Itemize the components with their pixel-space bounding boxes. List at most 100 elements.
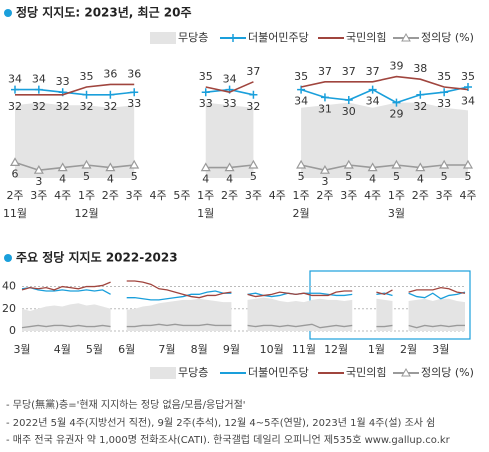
data-label: 34 xyxy=(32,73,46,86)
data-label: 36 xyxy=(103,67,117,80)
x-tick-label: 2주 xyxy=(412,189,429,202)
marker xyxy=(415,162,426,172)
data-label: 32 xyxy=(8,100,22,113)
data-label: 5 xyxy=(250,170,257,183)
data-label: 32 xyxy=(56,100,70,113)
note: - 무당(無黨)층='현재 지지하는 정당 없음/모름/응답거절' xyxy=(6,398,246,411)
month-label: 2월 xyxy=(293,207,310,220)
data-label: 35 xyxy=(437,70,451,83)
legend-label: 정의당 (%) xyxy=(421,31,474,44)
line xyxy=(21,280,466,299)
data-label: 37 xyxy=(366,65,380,78)
legend-label: 국민의힘 xyxy=(346,31,386,44)
month-label: 3월 xyxy=(388,207,405,220)
data-label: 39 xyxy=(389,60,403,73)
x-tick-label: 7월 xyxy=(158,343,175,356)
x-tick-label: 2월 xyxy=(400,343,417,356)
marker xyxy=(200,162,211,172)
marker xyxy=(129,159,140,169)
data-label: 32 xyxy=(246,100,260,113)
y-tick-label: 40 xyxy=(2,280,16,293)
data-label: 32 xyxy=(32,100,46,113)
legend-label: 국민의힘 xyxy=(346,366,386,379)
data-label: 37 xyxy=(246,65,260,78)
month-label: 11월 xyxy=(3,207,27,220)
note: - 매주 전국 유권자 약 1,000명 전화조사(CATI). 한국갤럽 데일… xyxy=(6,434,451,446)
legend-label: 정의당 (%) xyxy=(421,366,474,379)
x-tick-label: 1주 xyxy=(197,189,214,202)
data-label: 4 xyxy=(226,173,233,186)
marker xyxy=(11,85,19,94)
x-tick-label: 5월 xyxy=(86,343,103,356)
y-tick-label: 20 xyxy=(2,302,16,315)
x-tick-label: 3주 xyxy=(30,189,47,202)
legend-label: 더불어민주당 xyxy=(248,366,309,379)
data-label: 34 xyxy=(223,73,237,86)
marker xyxy=(319,164,330,174)
x-tick-label: 4월 xyxy=(54,343,71,356)
marker xyxy=(296,159,307,169)
legend-swatch xyxy=(150,367,176,379)
x-tick-label: 3주 xyxy=(126,189,143,202)
x-tick-label: 5주 xyxy=(173,189,190,202)
marker xyxy=(57,162,68,172)
marker xyxy=(440,88,449,97)
x-tick-label: 4주 xyxy=(149,189,166,202)
x-tick-label: 2주 xyxy=(6,189,23,202)
data-label: 35 xyxy=(199,70,213,83)
marker xyxy=(105,162,116,172)
legend-marker xyxy=(401,32,411,42)
legend-label: 더불어민주당 xyxy=(248,31,309,44)
marker xyxy=(34,85,43,94)
data-label: 33 xyxy=(56,75,70,88)
x-tick-label: 1월 xyxy=(368,343,385,356)
area xyxy=(15,102,468,178)
month-label: 1월 xyxy=(197,207,214,220)
data-label: 38 xyxy=(413,62,427,75)
data-label: 33 xyxy=(223,97,237,110)
marker xyxy=(391,159,402,169)
data-label: 3 xyxy=(35,175,42,188)
data-label: 5 xyxy=(298,170,305,183)
y-tick-label: 0 xyxy=(9,324,16,337)
x-tick-label: 4주 xyxy=(459,189,476,202)
data-label: 30 xyxy=(342,105,356,118)
area xyxy=(22,297,465,331)
x-tick-label: 6월 xyxy=(118,343,135,356)
marker xyxy=(464,83,472,91)
x-tick-label: 1주 xyxy=(388,189,405,202)
x-tick-label: 2주 xyxy=(316,189,333,202)
data-label: 4 xyxy=(202,173,209,186)
note: - 2022년 5월 4주(지방선거 직전), 9월 2주(추석), 12월 4… xyxy=(6,417,435,429)
x-tick-label: 10월 xyxy=(260,343,284,356)
x-tick-label: 2주 xyxy=(221,189,238,202)
data-label: 31 xyxy=(318,102,332,115)
legend-label: 무당층 xyxy=(178,366,208,379)
data-label: 35 xyxy=(461,70,475,83)
marker xyxy=(106,90,115,99)
data-label: 4 xyxy=(369,173,376,186)
marker xyxy=(343,159,354,169)
marker xyxy=(392,98,401,107)
data-label: 5 xyxy=(131,170,138,183)
chart-title: 주요 정당 지지도 2022-2023 xyxy=(16,250,178,265)
marker xyxy=(201,88,210,97)
marker xyxy=(344,96,353,104)
x-tick-label: 2주 xyxy=(102,189,119,202)
data-label: 5 xyxy=(345,170,352,183)
data-label: 5 xyxy=(83,170,90,183)
data-label: 34 xyxy=(366,95,380,108)
data-label: 32 xyxy=(103,100,117,113)
chart-title: 정당 지지도: 2023년, 최근 20주 xyxy=(16,5,192,20)
legend-marker xyxy=(401,367,411,377)
x-tick-label: 1주 xyxy=(78,189,95,202)
x-tick-label: 12월 xyxy=(324,343,348,356)
marker xyxy=(368,85,377,94)
data-label: 4 xyxy=(107,173,114,186)
data-label: 29 xyxy=(389,108,403,121)
data-label: 5 xyxy=(393,170,400,183)
data-label: 37 xyxy=(318,65,332,78)
data-label: 34 xyxy=(8,73,22,86)
x-tick-label: 4주 xyxy=(54,189,71,202)
